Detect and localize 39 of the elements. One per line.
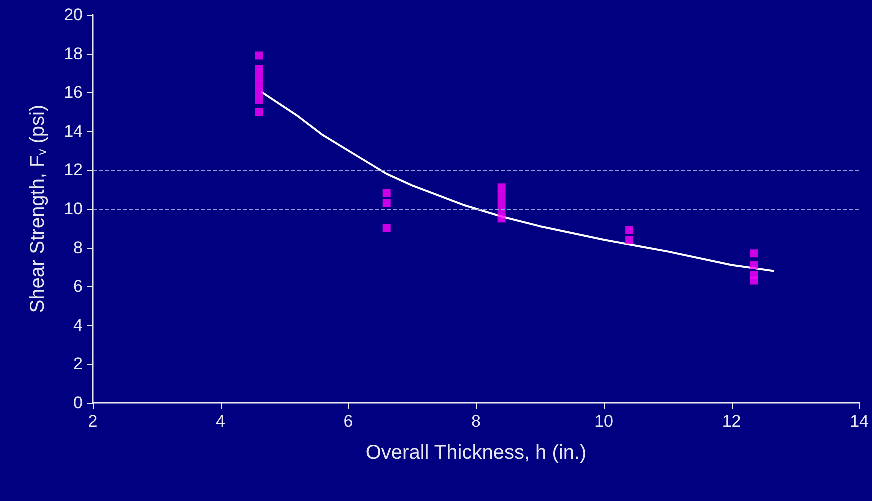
x-axis-title: Overall Thickness, h (in.) [366, 442, 587, 464]
y-tick-label: 2 [74, 354, 83, 374]
point [626, 236, 634, 244]
x-tick-label: 10 [594, 412, 614, 431]
point [498, 214, 506, 223]
point [750, 276, 758, 285]
point [750, 261, 758, 270]
x-tick-label: 2 [88, 412, 98, 431]
y-tick-label: 4 [74, 316, 83, 335]
y-tick-label: 6 [74, 277, 83, 296]
point [626, 226, 634, 234]
point [255, 108, 264, 116]
point [382, 199, 391, 208]
x-tick-label: 14 [850, 412, 870, 431]
point [255, 73, 264, 82]
point [498, 191, 506, 200]
y-axis-title: Shear Strength, Fv (psi) [27, 104, 49, 314]
point [750, 250, 758, 258]
y-tick-label: 0 [74, 394, 83, 412]
x-tick-label: 4 [216, 412, 226, 431]
point [255, 96, 264, 104]
y-tick-label: 16 [64, 83, 83, 102]
point [255, 88, 264, 97]
y-tick-label: 12 [64, 160, 83, 180]
y-tick-label: 20 [64, 6, 83, 24]
point [255, 80, 264, 89]
point [255, 65, 264, 74]
point [255, 52, 264, 60]
y-tick-label: 8 [74, 238, 83, 258]
x-tick-label: 6 [344, 412, 354, 431]
y-tick-label: 18 [64, 44, 83, 64]
x-tick-label: 8 [472, 412, 482, 431]
x-tick-label: 12 [722, 412, 742, 431]
point [498, 184, 506, 192]
y-tick-label: 14 [64, 122, 83, 141]
point [382, 189, 391, 198]
point [498, 199, 506, 208]
point [382, 224, 391, 232]
y-tick-label: 10 [64, 200, 83, 218]
